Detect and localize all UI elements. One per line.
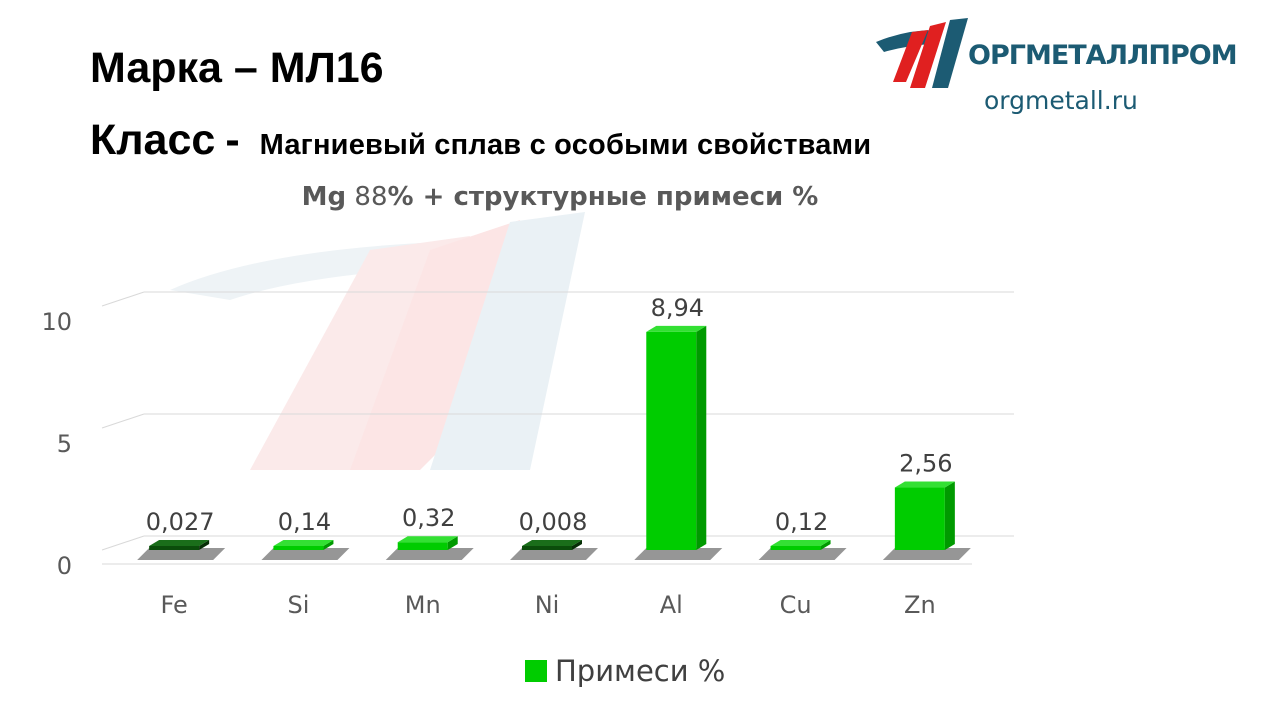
bar-shadow [634, 548, 723, 560]
chart-title: Mg 88% + структурные примеси % [0, 182, 1120, 212]
class-row: Класс - Магниевый сплав с особыми свойства… [90, 116, 871, 165]
bar-top [397, 536, 458, 543]
bar-al [646, 325, 707, 550]
bar-mn [397, 536, 458, 550]
bar-face [273, 546, 324, 550]
data-label: 0,008 [519, 508, 588, 536]
bar-top [770, 540, 831, 546]
data-label: 0,14 [278, 508, 331, 536]
bar-face [397, 542, 448, 550]
chart-gridlines: 0 5 10 [41, 291, 1014, 580]
bar-side [944, 481, 955, 550]
brand-name: ОРГМЕТАЛЛПРОМ [968, 40, 1238, 71]
bar-shadow [882, 548, 971, 560]
watermark-shape [430, 212, 585, 470]
logo-stroke [893, 30, 928, 82]
logo-stroke [910, 22, 946, 88]
logo-mark-icon [876, 18, 968, 88]
bar-zn [894, 481, 955, 550]
y-tick-label: 10 [41, 308, 72, 336]
gridline-depth [101, 535, 145, 551]
bar-face [770, 546, 821, 550]
bar-side [696, 325, 707, 550]
bar-ni [522, 540, 582, 550]
bar-face [646, 331, 697, 550]
x-tick-label: Zn [904, 591, 936, 619]
data-label: 0,32 [402, 504, 455, 532]
bar-si [273, 540, 334, 550]
legend-label: Примеси % [555, 654, 726, 688]
gridline-depth [101, 291, 145, 307]
class-value: Магниевый сплав с особыми свойствами [259, 129, 872, 161]
watermark-shape [350, 220, 520, 470]
bar-top [646, 325, 707, 332]
bar-top [894, 481, 955, 488]
chart-title-part: % + структурные примеси % [387, 182, 819, 212]
y-tick-label: 5 [57, 430, 72, 458]
bar-shadow [385, 548, 474, 560]
logo-stroke [932, 18, 968, 88]
grade-title: Марка – МЛ16 [90, 44, 384, 92]
bar-shadow [510, 548, 598, 560]
data-label: 0,12 [775, 508, 828, 536]
data-label: 8,94 [651, 294, 704, 322]
data-label: 2,56 [899, 450, 952, 478]
bar-cu [770, 540, 831, 550]
logo-watermark [170, 212, 585, 470]
site-link[interactable]: orgmetall.ru [984, 86, 1138, 115]
bar-side [572, 540, 582, 550]
bar-top [149, 540, 210, 546]
bar-shadow [758, 548, 847, 560]
bar-side [323, 540, 334, 550]
bar-top [273, 540, 334, 546]
bar-fe [149, 540, 210, 550]
x-tick-label: Si [287, 591, 309, 619]
bar-face [522, 546, 572, 550]
data-label: 0,027 [146, 508, 215, 536]
chart-title-part: 88 [346, 182, 388, 212]
chart-legend: Примеси % [525, 654, 725, 688]
x-tick-label: Cu [780, 591, 812, 619]
bar-side [199, 540, 210, 550]
gridline-depth [101, 413, 145, 429]
x-tick-label: Al [660, 591, 683, 619]
legend-swatch [525, 660, 547, 682]
bar-face [149, 546, 200, 550]
bar-shadow [261, 548, 350, 560]
bar-face [894, 487, 945, 550]
y-tick-label: 0 [57, 552, 72, 580]
chart-labels: 0,027 Fe 0,14 Si 0,32 Mn 0,008 Ni 8,94 Al 0,12 Cu 2,… [146, 294, 953, 619]
class-label: Класс [90, 116, 216, 164]
chart-bars [137, 325, 971, 560]
x-tick-label: Mn [405, 591, 441, 619]
x-tick-label: Ni [535, 591, 560, 619]
chart-title-part: Mg [301, 182, 347, 212]
bar-top [522, 540, 582, 546]
bar-side [820, 540, 831, 550]
x-tick-label: Fe [161, 591, 188, 619]
bar-side [447, 536, 458, 550]
bar-shadow [137, 548, 226, 560]
class-separator: - [225, 116, 240, 164]
